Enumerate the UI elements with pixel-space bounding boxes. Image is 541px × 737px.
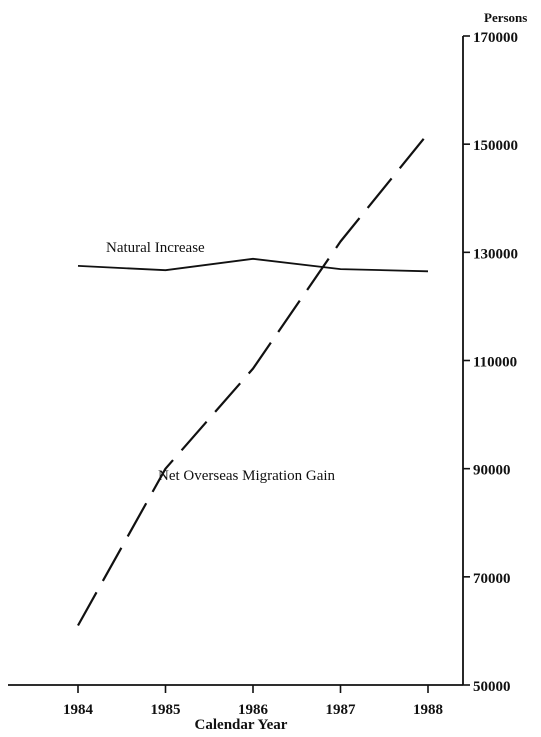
y-tick-label: 150000 (473, 138, 518, 154)
series-line-net-overseas-migration-gain (77, 132, 429, 627)
x-tick-label: 1986 (238, 702, 269, 718)
x-tick-label: 1984 (63, 702, 94, 718)
series-line-natural-increase (77, 257, 429, 273)
y-tick-label: 170000 (473, 30, 518, 46)
y-tick-label: 110000 (473, 355, 517, 371)
series-label-natural-increase: Natural Increase (106, 240, 205, 256)
y-tick-label: 50000 (473, 679, 511, 695)
x-axis-title: Calendar Year (195, 717, 288, 733)
chart-axes (8, 36, 464, 686)
x-axis-ticks: 1984 1985 1986 1987 1988 (63, 685, 443, 718)
x-tick-label: 1985 (151, 702, 181, 718)
y-tick-label: 130000 (473, 246, 518, 262)
x-tick-label: 1988 (413, 702, 443, 718)
series-label-net-overseas-migration-gain: Net Overseas Migration Gain (158, 468, 336, 484)
y-tick-label: 90000 (473, 463, 511, 479)
y-axis-ticks: 50000 70000 90000 110000 130000 150000 170000 (463, 30, 518, 695)
series-layer (77, 132, 429, 627)
x-tick-label: 1987 (326, 702, 357, 718)
y-tick-label: 70000 (473, 571, 511, 587)
y-axis-unit-label: Persons (484, 10, 527, 25)
